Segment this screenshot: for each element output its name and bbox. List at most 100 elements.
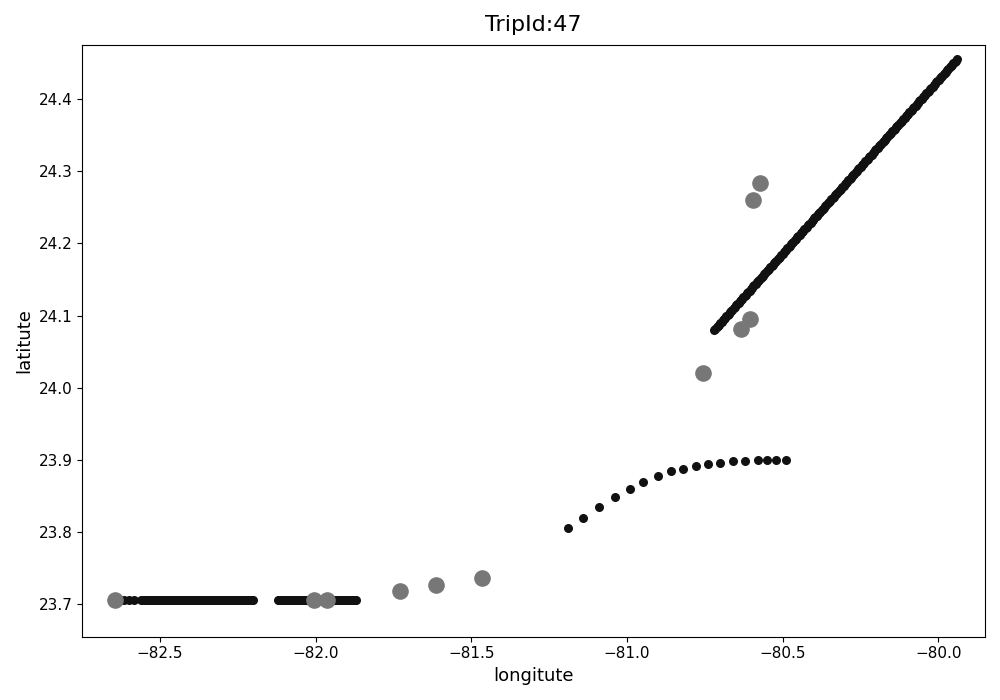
Point	[189, 594, 205, 606]
Point	[276, 594, 292, 606]
Point	[287, 594, 303, 606]
Point	[927, 78, 943, 90]
Point	[164, 594, 180, 606]
Point	[312, 594, 328, 606]
Point	[213, 594, 229, 606]
Point	[728, 300, 744, 311]
Point	[288, 594, 304, 606]
Point	[296, 594, 312, 606]
Point	[925, 81, 941, 92]
Point	[316, 594, 332, 606]
Point	[767, 256, 783, 267]
Point	[845, 169, 861, 181]
Point	[292, 594, 308, 606]
Point	[242, 594, 258, 606]
Point	[772, 251, 788, 262]
Point	[762, 262, 778, 273]
Point	[714, 316, 730, 328]
Point	[214, 594, 230, 606]
Point	[790, 230, 806, 241]
Point	[894, 115, 910, 126]
Point	[229, 594, 245, 606]
Point	[944, 60, 960, 71]
Point	[227, 594, 243, 606]
Point	[154, 594, 170, 606]
Point	[183, 594, 199, 606]
Point	[778, 244, 794, 256]
Point	[749, 276, 765, 288]
Point	[135, 594, 151, 606]
Point	[945, 58, 961, 69]
Point	[909, 99, 925, 110]
Point	[866, 146, 882, 158]
Point	[329, 594, 345, 606]
Point	[937, 67, 953, 78]
Point	[317, 594, 333, 606]
Point	[300, 594, 316, 606]
Point	[877, 134, 893, 145]
Point	[319, 594, 335, 606]
Point	[217, 594, 233, 606]
Point	[735, 292, 751, 303]
Point	[198, 594, 214, 606]
Point	[148, 594, 164, 606]
Point	[875, 136, 891, 148]
Point	[179, 594, 195, 606]
Point	[805, 214, 821, 225]
Point	[740, 286, 756, 297]
Point	[225, 594, 241, 606]
Point	[153, 594, 169, 606]
Point	[344, 594, 360, 606]
Point	[320, 594, 336, 606]
Point	[752, 178, 768, 189]
Point	[331, 594, 347, 606]
Point	[917, 89, 933, 100]
Point	[775, 248, 791, 260]
Point	[575, 512, 591, 523]
Point	[138, 594, 154, 606]
Point	[327, 594, 343, 606]
Point	[230, 594, 246, 606]
Point	[169, 594, 185, 606]
Point	[318, 594, 334, 606]
Point	[721, 308, 737, 319]
Point	[325, 594, 341, 606]
Point	[948, 55, 964, 66]
Point	[314, 594, 330, 606]
Point	[187, 594, 203, 606]
Point	[731, 298, 747, 309]
Point	[191, 594, 207, 606]
Point	[139, 594, 155, 606]
Point	[759, 454, 775, 466]
Point	[144, 594, 160, 606]
Point	[172, 594, 188, 606]
Point	[195, 594, 211, 606]
Point	[744, 282, 760, 293]
Point	[219, 594, 235, 606]
Point	[820, 198, 836, 209]
Point	[854, 160, 870, 171]
Point	[817, 201, 833, 212]
Point	[771, 252, 787, 263]
Point	[241, 594, 257, 606]
Point	[215, 594, 231, 606]
Point	[876, 135, 892, 146]
Point	[306, 594, 322, 606]
Point	[781, 241, 797, 253]
Point	[688, 461, 704, 472]
Point	[878, 132, 894, 144]
Point	[221, 594, 237, 606]
Point	[857, 155, 873, 167]
Point	[803, 217, 819, 228]
Point	[745, 195, 761, 206]
Point	[141, 594, 157, 606]
Point	[178, 594, 194, 606]
Point	[289, 594, 305, 606]
Point	[827, 190, 843, 201]
Point	[792, 229, 808, 240]
Point	[757, 267, 773, 279]
Point	[726, 302, 742, 314]
Point	[849, 165, 865, 176]
Point	[170, 594, 186, 606]
Point	[303, 594, 319, 606]
